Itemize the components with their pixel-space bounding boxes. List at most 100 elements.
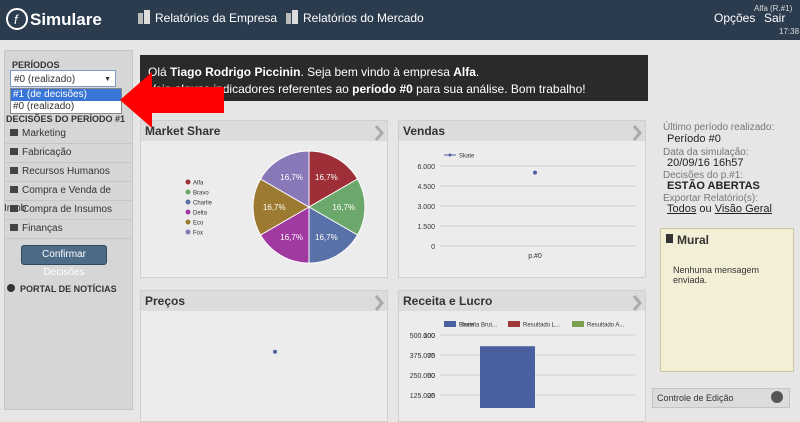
menu-label: Compra de Insumos <box>22 204 113 215</box>
nav-icon <box>138 10 150 24</box>
legend-marker <box>448 153 452 157</box>
menu-label: Fabricação <box>22 147 72 158</box>
edit-control-label: Controle de Edição <box>657 393 734 403</box>
menu-label: Marketing <box>22 128 66 139</box>
welcome-text: Olá <box>148 65 171 79</box>
x-tick-label: p.#0 <box>528 253 542 260</box>
legend-label: Receita Brut... <box>459 323 497 329</box>
logo-icon: f <box>6 8 28 30</box>
menu-item[interactable]: Fabricação <box>4 144 131 163</box>
panel-chevron[interactable] <box>632 125 642 141</box>
select-value: #0 (realizado) <box>14 74 76 85</box>
legend-swatch <box>185 189 191 195</box>
news-icon <box>7 284 15 292</box>
info-label: Último período realizado: <box>663 122 775 133</box>
mural-title: Mural <box>677 233 710 247</box>
period: período #0 <box>352 82 413 96</box>
legend-label: Charlie <box>193 201 213 207</box>
legend-label: Alfa <box>193 181 204 187</box>
legend-label: Resultado L... <box>523 323 560 329</box>
info-label: Decisões do p.#1: <box>663 170 744 181</box>
mural: Mural Nenhuma mensagem enviada. <box>660 228 794 372</box>
options-link[interactable]: Opções <box>714 11 756 25</box>
y-tick-label: 100 <box>423 333 435 340</box>
legend-label: Bravo <box>193 191 209 197</box>
y-tick-label: 375.000 <box>410 353 435 360</box>
decisions-title: DECISÕES DO PERÍODO #1 <box>6 114 126 124</box>
bar <box>480 346 535 408</box>
menu-item[interactable]: Marketing <box>4 125 131 144</box>
dropdown-list: #1 (de decisões) #0 (realizado) <box>10 88 122 114</box>
period-select[interactable]: #0 (realizado) ▼ <box>10 70 116 87</box>
welcome-text: para sua análise. Bom trabalho! <box>412 82 586 96</box>
legend-swatch <box>185 229 191 235</box>
menu-label: Recursos Humanos <box>22 166 110 177</box>
y-tick-label: 3.000 <box>417 204 435 211</box>
legend-label: Eco <box>193 221 204 227</box>
legend-label: Delta <box>193 211 208 217</box>
pie-slice <box>259 206 310 264</box>
confirm-button[interactable]: Confirmar Decisões <box>21 245 107 278</box>
panel-chevron[interactable] <box>374 295 384 311</box>
user-name: Tiago Rodrigo Piccinin <box>170 65 301 79</box>
legend-swatch <box>185 179 191 185</box>
dropdown-option[interactable]: #1 (de decisões) <box>11 89 121 101</box>
y-tick-label: 1.500 <box>417 224 435 231</box>
pin-icon <box>666 234 673 243</box>
red-arrow <box>120 72 224 128</box>
export-link[interactable]: Visão Geral <box>714 203 772 215</box>
y-tick-label: 50 <box>427 373 435 380</box>
select-caret: ▼ <box>104 76 111 83</box>
info-value: ESTÃO ABERTAS <box>667 180 760 192</box>
legend-swatch <box>185 219 191 225</box>
legend-swatch <box>572 321 584 327</box>
legend-swatch <box>508 321 520 327</box>
y-tick-label: 500.000 <box>410 333 435 340</box>
menu-item[interactable]: Compra de Insumos <box>4 201 131 220</box>
mural-empty: Nenhuma mensagem enviada. <box>673 265 760 285</box>
slice-label: 16,7% <box>280 233 303 242</box>
y-tick-label: 125.000 <box>410 393 435 400</box>
menu-item[interactable]: Recursos Humanos <box>4 163 131 182</box>
nav-icon <box>286 10 298 24</box>
svg-text:f: f <box>14 12 19 27</box>
panel-title: Receita e Lucro <box>399 291 645 311</box>
legend-label: Fox <box>193 231 203 237</box>
panel-title: Market Share <box>141 121 387 141</box>
legend-label: Skate <box>459 154 475 160</box>
panel-title: Vendas <box>399 121 645 141</box>
panel-chevron[interactable] <box>632 295 642 311</box>
news-link[interactable]: PORTAL DE NOTÍCIAS <box>20 284 117 294</box>
legend-label: Resultado A... <box>587 323 625 329</box>
panel-chevron[interactable] <box>374 125 384 141</box>
pie-slice <box>308 150 359 208</box>
slice-label: 16,7% <box>315 233 338 242</box>
y-tick-label: 4.500 <box>417 184 435 191</box>
pie-slice <box>252 178 310 236</box>
info-label: Data da simulação: <box>663 147 749 158</box>
nav-link[interactable]: Relatórios da Empresa <box>155 11 278 25</box>
menu-item[interactable]: Finanças <box>4 220 131 239</box>
slice-label: 16,7% <box>332 203 355 212</box>
welcome-text: . <box>475 65 480 79</box>
y-tick-label: 0 <box>431 244 435 251</box>
pie-slice <box>308 178 366 236</box>
y-tick-label: 250.000 <box>410 373 435 380</box>
logout-link[interactable]: Sair <box>764 11 786 25</box>
chart-panel: Vendas <box>398 120 646 278</box>
y-tick-label: 75 <box>427 353 435 360</box>
panel-title: Preços <box>141 291 387 311</box>
legend-swatch <box>185 199 191 205</box>
pie-slice <box>308 206 359 264</box>
chart-panel: Preços <box>140 290 388 422</box>
header: f Simulare Relatórios da Empresa Relatór… <box>0 0 800 40</box>
info-value: Período #0 <box>667 133 721 145</box>
dropdown-option[interactable]: #0 (realizado) <box>13 101 75 112</box>
export-link[interactable]: Todos <box>667 203 697 215</box>
legend-swatch <box>444 321 456 327</box>
clock: 17:38 <box>779 27 800 36</box>
nav-link[interactable]: Relatórios do Mercado <box>303 11 424 25</box>
logo[interactable]: Simulare <box>30 10 102 29</box>
data-point <box>533 170 537 175</box>
